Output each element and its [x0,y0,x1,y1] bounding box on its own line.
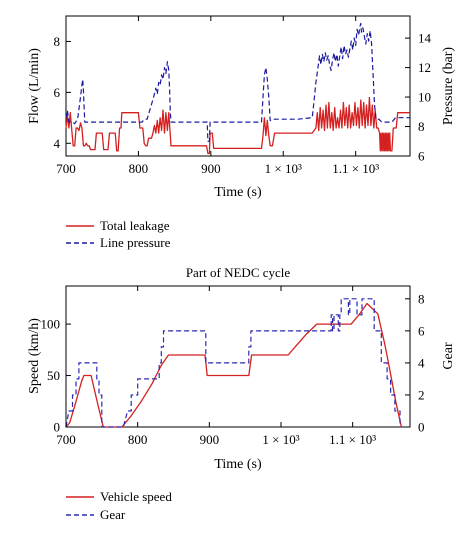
chart-flow-pressure: 700 800 900 1 × 10³ 1.1 × 10³ 4 6 8 6 8 10 12 14 T… [27,15,456,250]
chart2-x-tick-label: 1 × 10³ [262,432,299,447]
chart1-legend-line-pressure: Line pressure [100,235,171,250]
chart1-plot-frame [65,15,411,157]
chart2-x-tick-label: 900 [200,432,220,447]
chart2-left-tick-label: 100 [41,317,61,332]
chart2-right-tick-label: 6 [418,323,425,338]
chart2-right-tick-label: 4 [418,355,425,370]
chart2-right-tick-label: 8 [418,291,425,306]
chart2-legend-vehicle-speed: Vehicle speed [100,489,172,504]
chart1-right-tick-label: 10 [418,90,431,105]
chart1-left-tick-label: 4 [54,136,61,151]
chart2-right-tick-label: 2 [418,387,425,402]
chart2-left-axis-label: Speed (km/h) [27,318,42,394]
chart2-legend-gear: Gear [100,507,126,522]
chart2-plot-frame [65,285,411,428]
chart1-right-axis-label: Pressure (bar) [441,47,456,125]
chart2-x-axis-label: Time (s) [214,457,262,472]
chart1-right-tick-label: 8 [418,119,425,134]
chart1-left-tick-label: 8 [54,34,61,49]
chart2-right-axis-label: Gear [441,342,456,370]
chart2-title: Part of NEDC cycle [186,265,291,280]
chart1-legend-total-leakage: Total leakage [100,218,170,233]
chart1-x-tick-label: 1 × 10³ [265,161,302,176]
chart2-series-line-vehicle-speed [65,302,403,428]
chart1-series-line-total-leakage [65,96,410,155]
chart1-x-tick-label: 700 [56,161,76,176]
chart2-right-tick-label: 0 [418,420,425,435]
chart1-x-tick-label: 1.1 × 10³ [332,161,379,176]
chart1-x-tick-label: 900 [201,161,221,176]
chart1-right-tick-label: 14 [418,31,432,46]
chart1-x-tick-label: 800 [129,161,149,176]
chart-nedc-speed-gear: Part of NEDC cycle 700 800 900 1 × 10³ 1.1 ×… [27,265,456,522]
chart2-x-tick-label: 800 [128,432,148,447]
chart1-right-tick-label: 6 [418,149,425,164]
chart2-series-line-gear [65,298,401,428]
chart1-x-axis-label: Time (s) [214,185,262,200]
chart1-legend: Total leakage Line pressure [66,218,171,250]
chart1-right-tick-label: 12 [418,60,431,75]
chart1-series-line-line-pressure [65,22,410,142]
chart1-left-tick-label: 6 [54,85,61,100]
chart2-left-tick-label: 0 [54,420,61,435]
chart2-left-tick-label: 50 [47,368,60,383]
chart2-x-tick-label: 1.1 × 10³ [329,432,376,447]
chart2-legend: Vehicle speed Gear [66,489,172,522]
chart1-left-axis-label: Flow (L/min) [27,48,42,124]
chart2-x-tick-label: 700 [56,432,76,447]
